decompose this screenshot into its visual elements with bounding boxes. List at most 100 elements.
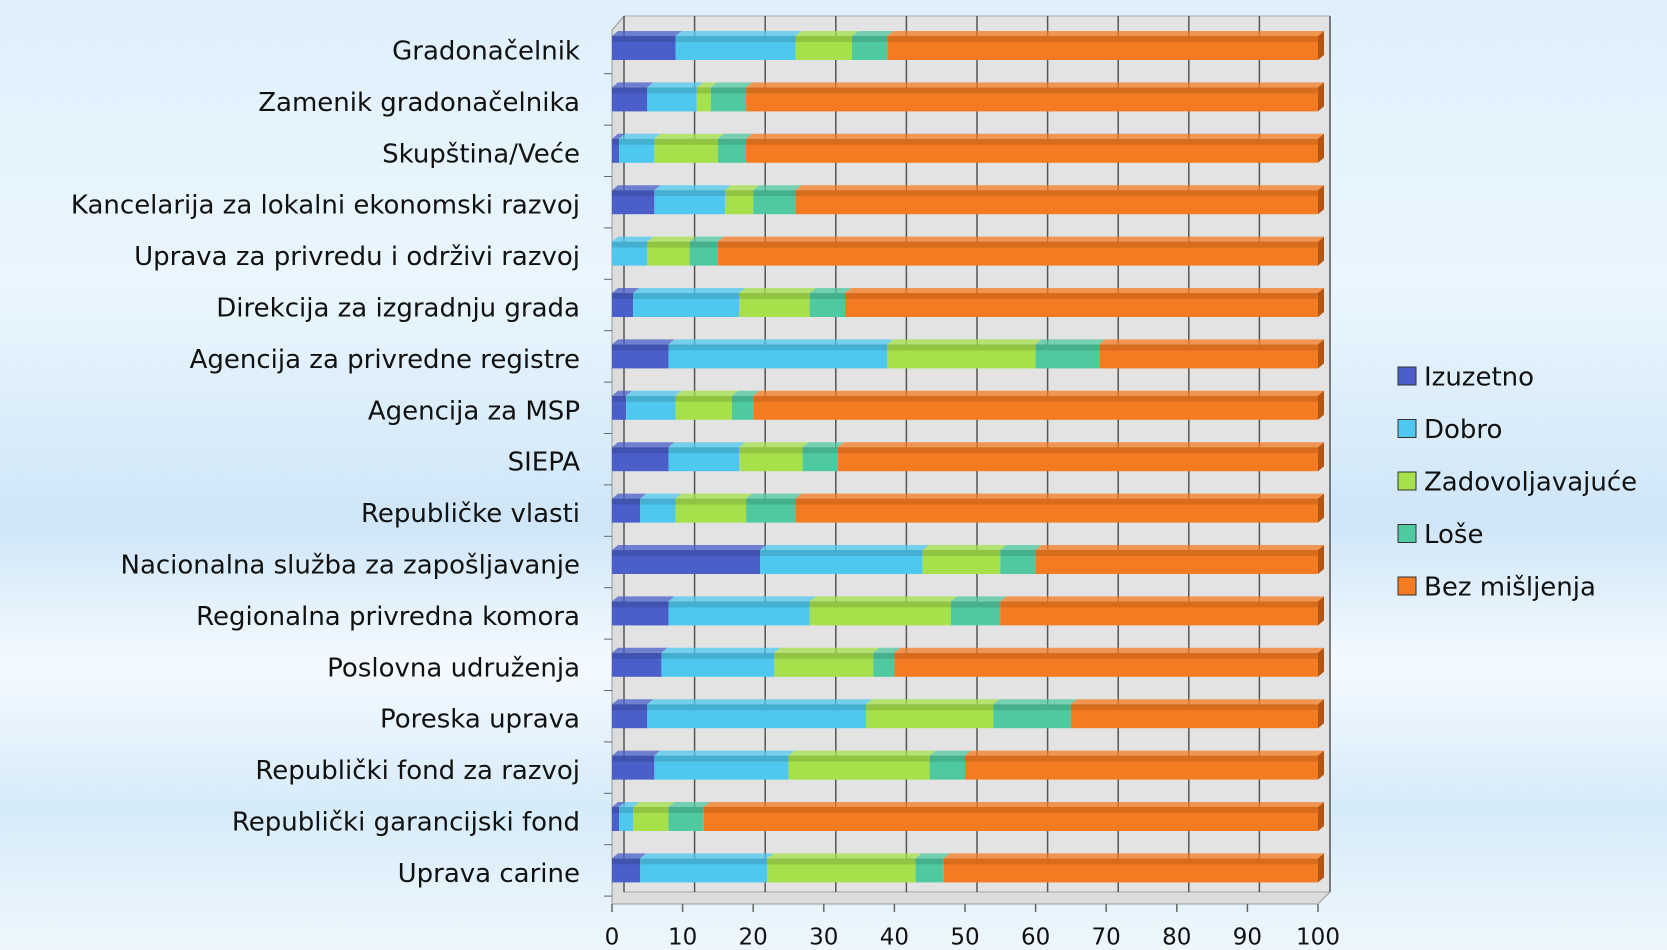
bar-segment bbox=[746, 133, 1324, 163]
bar-segment bbox=[873, 647, 901, 677]
bar-face bbox=[633, 288, 746, 293]
bar-face bbox=[619, 133, 661, 139]
bar-face bbox=[612, 288, 640, 293]
bar-segment bbox=[965, 750, 1324, 780]
bar-face bbox=[703, 807, 1318, 813]
bar-face bbox=[873, 647, 901, 653]
bar-face bbox=[612, 395, 627, 402]
bar-segment bbox=[647, 236, 696, 266]
bar-face bbox=[619, 807, 634, 831]
bar-face bbox=[894, 652, 1318, 677]
bar-face bbox=[760, 545, 929, 550]
bar-face bbox=[795, 36, 853, 60]
bar-face bbox=[1035, 344, 1100, 369]
y-tick-label: Direkcija za izgradnju grada bbox=[216, 294, 580, 324]
y-tick-label: Uprava za privredu i održivi razvoj bbox=[134, 242, 580, 272]
bar-face bbox=[746, 87, 1318, 112]
bar-face bbox=[950, 596, 1007, 602]
bar-face bbox=[1070, 704, 1318, 711]
legend-label: Zadovoljavajuće bbox=[1424, 468, 1637, 498]
x-tick-label: 80 bbox=[1162, 925, 1191, 950]
bar-face bbox=[668, 802, 710, 807]
bar-segment bbox=[633, 802, 675, 831]
bar-face bbox=[696, 87, 711, 94]
bar-face bbox=[809, 293, 845, 317]
bar-face bbox=[746, 498, 796, 505]
bar-face bbox=[802, 447, 838, 454]
bar-face bbox=[612, 755, 655, 780]
bar-segment bbox=[647, 699, 873, 729]
bar-face bbox=[668, 601, 810, 626]
bar-segment bbox=[922, 545, 1007, 574]
bar-segment bbox=[943, 853, 1324, 883]
bar-face bbox=[710, 82, 753, 88]
x-tick-label: 60 bbox=[1021, 925, 1050, 950]
bar-face bbox=[922, 550, 1001, 574]
bar-face bbox=[612, 447, 669, 454]
bar-face bbox=[612, 390, 633, 396]
bar-face bbox=[668, 344, 888, 369]
bar-face bbox=[915, 858, 944, 865]
bar-face bbox=[647, 87, 697, 94]
bar-face bbox=[965, 750, 1324, 756]
bar-segment bbox=[809, 596, 957, 626]
bar-segment bbox=[612, 647, 668, 677]
bar-end bbox=[1318, 750, 1324, 780]
bar-face bbox=[717, 236, 1324, 242]
bar-segment bbox=[654, 133, 724, 163]
bar-face bbox=[809, 596, 957, 602]
y-tick-label: Kancelarija za lokalni ekonomski razvoj bbox=[71, 191, 580, 221]
bar-face bbox=[746, 493, 802, 499]
bar-end bbox=[1318, 31, 1324, 60]
bar-face bbox=[612, 293, 634, 317]
bar-face bbox=[795, 493, 1324, 499]
bar-face bbox=[612, 293, 634, 299]
bar-face bbox=[1000, 601, 1318, 608]
bar-face bbox=[795, 190, 1318, 215]
bar-end bbox=[1318, 647, 1324, 677]
bar-face bbox=[675, 395, 733, 420]
bar-face bbox=[1099, 344, 1318, 369]
bar-face bbox=[612, 87, 648, 112]
bar-segment bbox=[993, 699, 1077, 729]
bar-segment bbox=[612, 699, 654, 729]
bar-face bbox=[866, 699, 1000, 705]
bar-face bbox=[887, 344, 1036, 351]
x-tick-label: 70 bbox=[1092, 925, 1121, 950]
bar-face bbox=[809, 293, 845, 299]
bar-face bbox=[922, 550, 1001, 556]
y-tick-label: Republičke vlasti bbox=[361, 499, 580, 529]
bar-face bbox=[724, 190, 754, 215]
bar-face bbox=[612, 36, 676, 42]
bar-segment bbox=[837, 442, 1324, 472]
bar-face bbox=[640, 858, 768, 865]
bar-face bbox=[717, 241, 1318, 248]
bar-face bbox=[760, 550, 923, 556]
bar-face bbox=[795, 36, 853, 42]
x-tick-label: 40 bbox=[880, 925, 909, 950]
bar-segment bbox=[746, 82, 1324, 112]
y-tick-label: Uprava carine bbox=[398, 859, 580, 889]
bar-segment bbox=[619, 802, 640, 831]
y-tick-label: Gradonačelnik bbox=[392, 37, 580, 67]
bar-segment bbox=[950, 596, 1007, 626]
bar-segment bbox=[612, 236, 654, 266]
bar-segment bbox=[852, 31, 894, 60]
bar-face bbox=[1035, 344, 1100, 351]
bar-segment bbox=[668, 596, 816, 626]
bar-face bbox=[922, 545, 1007, 550]
bar-segment bbox=[746, 493, 802, 523]
bar-face bbox=[654, 133, 724, 139]
bar-face bbox=[612, 241, 648, 248]
bar-face bbox=[612, 652, 662, 677]
bar-face bbox=[647, 241, 690, 248]
bar-end bbox=[1318, 82, 1324, 112]
y-tick-label: Agencija za privredne registre bbox=[190, 345, 580, 375]
bar-face bbox=[612, 185, 661, 191]
legend-swatch bbox=[1397, 471, 1417, 491]
bar-face bbox=[746, 498, 796, 523]
bar-segment bbox=[612, 853, 647, 883]
bar-segment bbox=[894, 647, 1324, 677]
bar-face bbox=[887, 31, 1324, 36]
